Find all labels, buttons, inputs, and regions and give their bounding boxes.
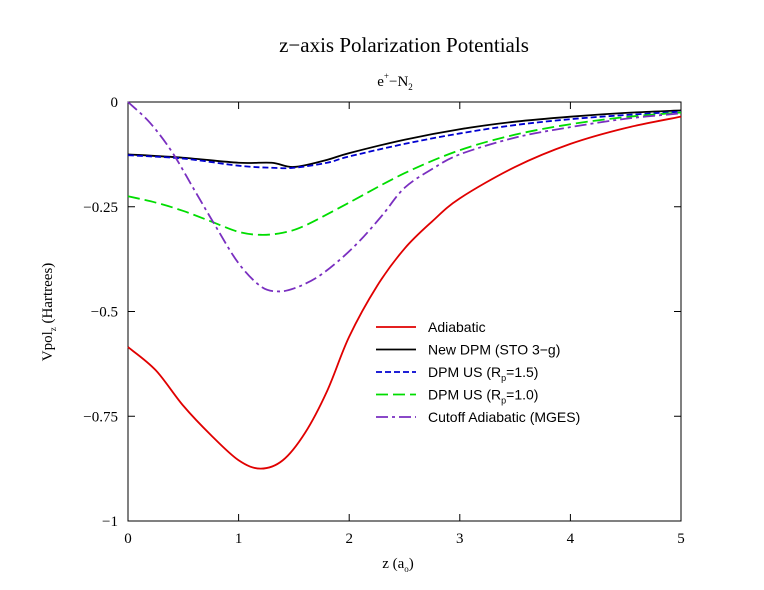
legend-label-1: New DPM (STO 3−g)	[428, 342, 560, 358]
xlabel-sub: o	[404, 564, 409, 574]
legend-label-4: Cutoff Adiabatic (MGES)	[428, 409, 580, 425]
y-tick-label: −1	[102, 514, 118, 530]
x-axis-label: z (ao)	[382, 556, 414, 574]
chart-subtitle: e+−N2	[377, 71, 413, 92]
ylabel-end: (Hartrees)	[40, 263, 56, 328]
ylabel-base: Vpol	[40, 331, 56, 361]
legend-label-sub: p	[501, 373, 506, 383]
legend-label-base: DPM US (R	[428, 364, 501, 380]
y-tick-label: 0	[111, 95, 119, 111]
ylabel-sub: z	[48, 327, 58, 331]
legend-label-end: =1.0)	[506, 387, 538, 403]
y-tick-label: −0.75	[83, 409, 118, 425]
xlabel-end: )	[409, 556, 414, 572]
x-tick-label: 4	[567, 531, 575, 547]
legend-label-3: DPM US (Rp=1.0)	[428, 387, 538, 406]
legend-label-end: =1.5)	[506, 364, 538, 380]
series-line-2	[127, 110, 682, 170]
xlabel-base: z (a	[382, 556, 404, 572]
plot-frame	[127, 101, 682, 522]
series-line-0	[127, 115, 682, 470]
x-tick-label: 3	[456, 531, 464, 547]
x-axis: 0 1 2 3 4 5	[124, 102, 685, 547]
legend-label-2: DPM US (Rp=1.5)	[428, 364, 538, 383]
y-axis-label: Vpolz (Hartrees)	[40, 263, 58, 362]
x-tick-label: 2	[345, 531, 353, 547]
y-tick-label: −0.5	[91, 305, 118, 321]
legend-label-sub: p	[501, 396, 506, 406]
chart-title: z−axis Polarization Potentials	[279, 33, 529, 57]
subtitle-dash: −	[389, 74, 397, 90]
subtitle-sup: +	[384, 71, 389, 81]
x-tick-label: 0	[124, 531, 132, 547]
series-line-4	[127, 101, 682, 293]
subtitle-base: e	[377, 74, 384, 90]
x-tick-label: 5	[677, 531, 685, 547]
y-tick-label: −0.25	[83, 200, 118, 216]
legend-label-base: DPM US (R	[428, 387, 501, 403]
series-line-3	[127, 111, 682, 236]
subtitle-base2: N	[397, 74, 408, 90]
legend-label-0: Adiabatic	[428, 319, 486, 335]
subtitle-sub: 2	[408, 82, 413, 92]
series-lines	[127, 101, 682, 470]
y-axis: 0 −0.25 −0.5 −0.75 −1	[83, 95, 681, 530]
series-line-1	[127, 109, 682, 168]
x-tick-label: 1	[235, 531, 243, 547]
